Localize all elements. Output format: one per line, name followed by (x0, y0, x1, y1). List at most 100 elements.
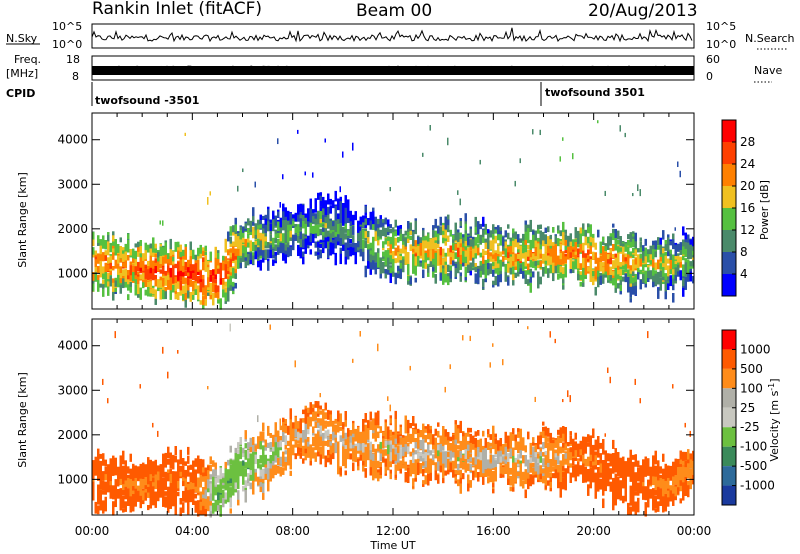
heat-cell (97, 499, 100, 505)
heat-cell (334, 236, 337, 247)
heat-cell (394, 230, 397, 237)
heat-cell (214, 504, 217, 512)
heat-cell (457, 254, 460, 264)
heat-cell (499, 234, 502, 240)
heat-cell (97, 454, 100, 460)
heat-cell (249, 453, 252, 460)
heat-cell (134, 257, 137, 267)
heat-cell (527, 244, 530, 250)
heat-cell (109, 260, 112, 269)
heat-cell (229, 275, 232, 286)
heat-cell (324, 237, 327, 246)
freq-label-line2: [MHz] (6, 67, 38, 80)
heat-cell (99, 467, 102, 474)
heat-cell (609, 275, 612, 281)
heat-cell (142, 462, 145, 470)
heat-cell (447, 214, 450, 225)
heat-cell (132, 481, 135, 491)
freq-tick-bottom: 8 (72, 70, 79, 83)
heat-cell (262, 454, 265, 462)
nave-tick-bottom: 0 (706, 70, 713, 83)
heat-cell (629, 286, 632, 293)
heat-cell (584, 253, 587, 259)
heat-cell (332, 222, 335, 230)
heat-cell (692, 250, 695, 256)
heat-cell (157, 257, 160, 262)
heat-cell (499, 274, 502, 283)
heat-cell (317, 194, 320, 200)
heat-cell (94, 250, 97, 261)
heat-cell (657, 261, 660, 270)
heat-cell (264, 214, 267, 220)
heat-cell (232, 229, 235, 236)
heat-cell (169, 455, 172, 460)
heat-cell (237, 236, 240, 243)
heat-cell (492, 237, 495, 247)
heat-cell (404, 247, 407, 255)
heat-cell (354, 211, 357, 221)
heat-cell (687, 265, 690, 274)
heat-cell (439, 248, 442, 257)
heat-cell (154, 248, 157, 253)
heat-cell (99, 283, 102, 288)
heat-cell (612, 260, 615, 267)
heat-cell (122, 484, 125, 491)
heat-cell (124, 243, 127, 253)
heat-cell (234, 234, 237, 242)
heat-cell (152, 496, 155, 501)
heat-cell (589, 256, 592, 261)
heat-cell (372, 245, 375, 252)
heat-cell (652, 275, 655, 282)
heat-cell (142, 260, 145, 271)
heat-cell (302, 239, 305, 248)
heat-cell (227, 459, 230, 466)
heat-cell (227, 494, 230, 503)
heat-cell (192, 266, 195, 276)
heat-cell (147, 281, 150, 292)
heat-cell (612, 254, 615, 259)
heat-cell (259, 455, 262, 464)
heat-cell (484, 223, 487, 234)
heat-cell (537, 260, 540, 266)
heat-cell (169, 473, 172, 484)
heat-cell (397, 268, 400, 274)
heat-cell (147, 478, 150, 485)
heat-cell (189, 264, 192, 272)
heat-cell (222, 289, 225, 298)
heat-cell (254, 227, 257, 236)
heat-cell (189, 490, 192, 497)
heat-cell (507, 257, 510, 262)
heat-cell (114, 239, 117, 248)
heat-cell (337, 225, 340, 236)
heat-cell (464, 219, 467, 228)
colorbar-tick-label: 28 (740, 135, 755, 149)
heat-cell (139, 252, 142, 259)
heat-cell (167, 265, 170, 273)
heat-cell (504, 241, 507, 250)
heat-cell (194, 263, 197, 273)
heat-cell (564, 256, 567, 264)
heat-cell (317, 215, 320, 225)
heat-cell (399, 228, 402, 235)
heat-cell (112, 278, 115, 284)
heat-cell (519, 158, 521, 164)
heat-cell (249, 231, 252, 236)
heat-cell (174, 473, 177, 481)
y-tick-label: 2000 (57, 222, 88, 236)
heat-cell (109, 255, 112, 263)
heat-cell (547, 268, 550, 273)
heat-cell (237, 258, 240, 265)
heat-cell (184, 291, 187, 301)
heat-cell (639, 269, 642, 275)
heat-cell (539, 260, 542, 267)
heat-cell (629, 251, 632, 257)
heat-cell (414, 252, 417, 263)
heat-cell (472, 259, 475, 267)
heat-cell (264, 218, 267, 229)
heat-cell (649, 270, 652, 277)
heat-cell (107, 281, 110, 291)
heat-cell (449, 245, 452, 253)
heat-cell (282, 211, 285, 220)
heat-cell (374, 262, 377, 267)
heat-cell (189, 279, 192, 287)
